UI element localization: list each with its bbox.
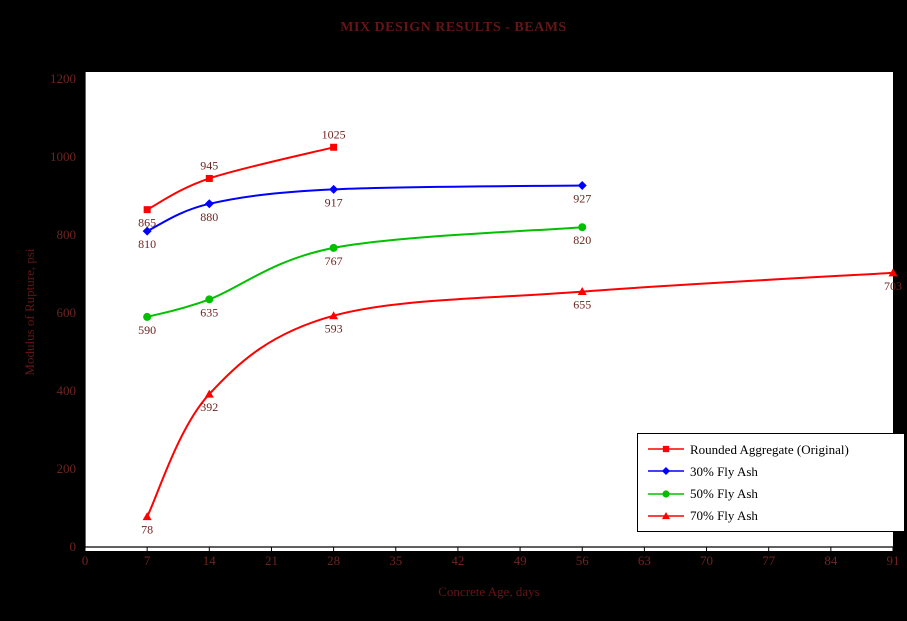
series-line-1 <box>146 184 583 233</box>
data-point-square-icon <box>205 174 213 182</box>
data-point-diamond-icon <box>661 467 671 476</box>
legend-item: Rounded Aggregate (Original) <box>648 443 894 456</box>
data-point-circle-icon <box>143 312 152 321</box>
y-tick-label: 1000 <box>50 149 76 164</box>
data-point-diamond-icon <box>329 184 339 194</box>
data-point-diamond-icon <box>142 226 152 236</box>
data-point-circle-icon <box>329 243 338 252</box>
data-point-circle-icon <box>662 490 670 498</box>
x-tick-label: 28 <box>327 553 340 568</box>
data-point-circle-icon <box>205 295 214 304</box>
data-point-label: 880 <box>200 210 218 224</box>
data-point-circle-icon <box>578 223 587 232</box>
x-tick-label: 35 <box>389 553 402 568</box>
x-tick-label: 42 <box>451 553 464 568</box>
x-tick-label: 84 <box>824 553 838 568</box>
series-line-2 <box>146 226 583 318</box>
data-point-label: 945 <box>200 158 218 172</box>
y-axis-label: Modulus of Rupture, psi <box>22 248 37 376</box>
data-point-triangle-icon <box>661 511 671 520</box>
legend-diamond-icon <box>648 467 684 476</box>
x-tick-label: 0 <box>82 553 89 568</box>
data-point-label: 703 <box>884 279 902 293</box>
data-point-diamond-icon <box>577 180 587 190</box>
series-line-3 <box>146 271 894 518</box>
data-point-triangle-icon <box>577 287 587 296</box>
legend-triangle-icon <box>648 511 684 520</box>
data-point-diamond-icon <box>204 199 214 209</box>
legend-item: 50% Fly Ash <box>648 487 894 500</box>
data-point-label: 820 <box>573 233 591 247</box>
data-point-label: 1025 <box>322 127 346 141</box>
legend-item-label: Rounded Aggregate (Original) <box>690 441 849 457</box>
legend-item: 30% Fly Ash <box>648 465 894 478</box>
data-point-label: 917 <box>325 195 343 209</box>
legend: Rounded Aggregate (Original) 30% Fly Ash 5… <box>637 433 905 532</box>
y-tick-label: 1200 <box>50 71 76 86</box>
y-tick-label: 800 <box>57 227 77 242</box>
x-tick-label: 14 <box>203 553 217 568</box>
data-point-label: 767 <box>325 254 343 268</box>
y-tick-label: 600 <box>57 305 77 320</box>
x-tick-label: 21 <box>265 553 278 568</box>
data-point-label: 593 <box>325 322 343 336</box>
legend-item-label: 70% Fly Ash <box>690 508 758 524</box>
x-tick-label: 70 <box>700 553 713 568</box>
legend-item-label: 30% Fly Ash <box>690 463 758 479</box>
x-tick-label: 63 <box>638 553 651 568</box>
data-point-triangle-icon <box>329 311 339 320</box>
x-axis-label: Concrete Age, days <box>438 584 540 599</box>
data-point-label: 865 <box>138 216 156 230</box>
chart-title: MIX DESIGN RESULTS - BEAMS <box>340 20 567 35</box>
data-point-square-icon <box>662 445 670 453</box>
data-point-square-icon <box>143 206 151 214</box>
y-tick-label: 400 <box>57 383 77 398</box>
y-tick-label: 0 <box>70 539 77 554</box>
data-point-triangle-icon <box>204 389 214 398</box>
data-point-label: 392 <box>200 400 218 414</box>
data-point-square-icon <box>330 143 338 151</box>
data-point-label: 655 <box>573 298 591 312</box>
x-tick-label: 56 <box>576 553 590 568</box>
x-tick-label: 77 <box>762 553 776 568</box>
data-point-label: 810 <box>138 237 156 251</box>
data-point-label: 78 <box>141 523 153 537</box>
legend-item-label: 50% Fly Ash <box>690 486 758 502</box>
y-tick-label: 200 <box>57 461 77 476</box>
data-point-triangle-icon <box>888 268 898 277</box>
legend-square-icon <box>648 445 684 453</box>
data-point-label: 635 <box>200 305 218 319</box>
data-point-label: 590 <box>138 323 156 337</box>
x-tick-label: 91 <box>887 553 900 568</box>
data-point-label: 927 <box>573 191 591 205</box>
x-tick-label: 7 <box>144 553 151 568</box>
data-point-triangle-icon <box>142 512 152 521</box>
series-line-0 <box>146 146 334 211</box>
legend-item: 70% Fly Ash <box>648 509 894 522</box>
legend-circle-icon <box>648 490 684 498</box>
x-tick-label: 49 <box>514 553 527 568</box>
